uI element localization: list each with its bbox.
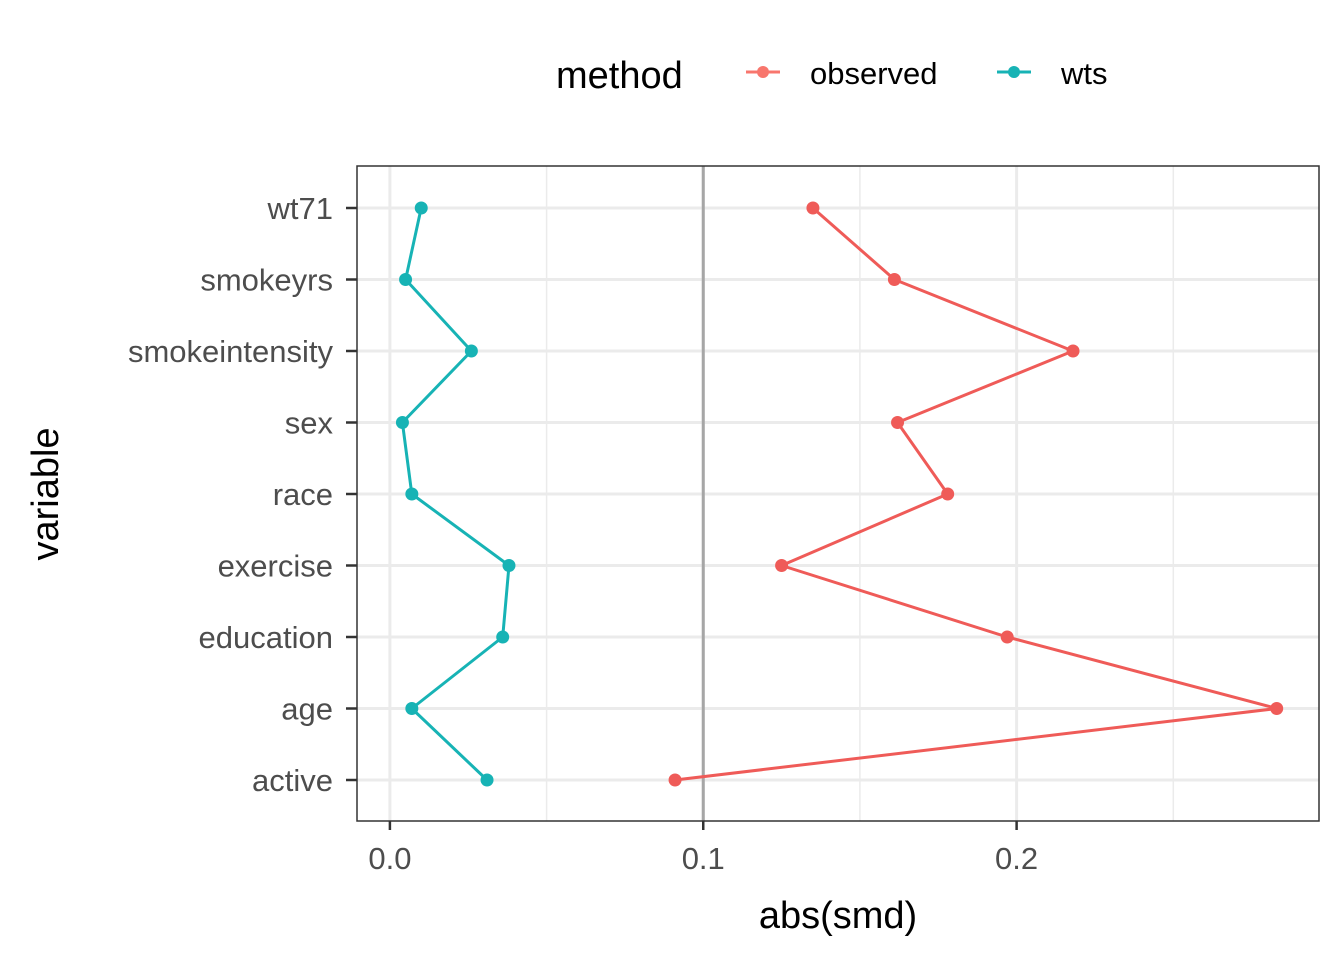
legend-key-wts-point: [1008, 66, 1020, 78]
axes: 0.0 0.1 0.2 active age education exercise race s…: [128, 191, 1038, 876]
y-tick-label: wt71: [267, 191, 333, 226]
y-tick-label: sex: [285, 406, 334, 441]
data-point-wts-smokeyrs: [399, 273, 413, 286]
y-tick-label: smokeyrs: [200, 263, 333, 298]
y-tick-label: active: [252, 763, 333, 798]
x-tick-label: 0.1: [682, 841, 725, 876]
legend-label-wts: wts: [1060, 56, 1108, 91]
data-point-observed-active: [668, 773, 682, 787]
y-tick-label: education: [199, 620, 333, 655]
x-tick-label: 0.2: [995, 841, 1038, 876]
y-tick-label: exercise: [218, 549, 333, 584]
data-point-observed-education: [1000, 630, 1014, 644]
y-axis-title: variable: [25, 427, 67, 560]
x-tick-label: 0.0: [368, 841, 411, 876]
legend-key-observed-point: [757, 66, 769, 78]
legend-label-observed: observed: [810, 56, 938, 91]
data-point-observed-race: [941, 487, 955, 501]
data-point-observed-age: [1270, 702, 1284, 715]
y-tick-label: age: [281, 692, 333, 727]
data-point-wts-age: [405, 702, 419, 715]
data-point-observed-wt71: [806, 201, 820, 215]
legend: method observed wts: [556, 55, 1108, 97]
data-point-observed-smokeyrs: [887, 273, 901, 286]
data-point-wts-smokeintensity: [464, 344, 478, 358]
data-point-wts-sex: [395, 416, 409, 429]
data-point-wts-exercise: [502, 559, 516, 572]
y-tick-label: race: [273, 477, 333, 512]
data-point-wts-education: [496, 630, 510, 644]
legend-title: method: [556, 55, 683, 97]
data-point-observed-sex: [891, 416, 905, 429]
data-point-observed-exercise: [775, 559, 789, 572]
series-layer: [395, 201, 1284, 787]
data-point-observed-smokeintensity: [1066, 344, 1080, 358]
data-point-wts-active: [480, 773, 494, 787]
x-axis-title: abs(smd): [759, 895, 917, 937]
data-point-wts-wt71: [414, 201, 428, 215]
data-point-wts-race: [405, 487, 419, 501]
y-tick-label: smokeintensity: [128, 334, 334, 369]
grid: [357, 166, 1319, 821]
